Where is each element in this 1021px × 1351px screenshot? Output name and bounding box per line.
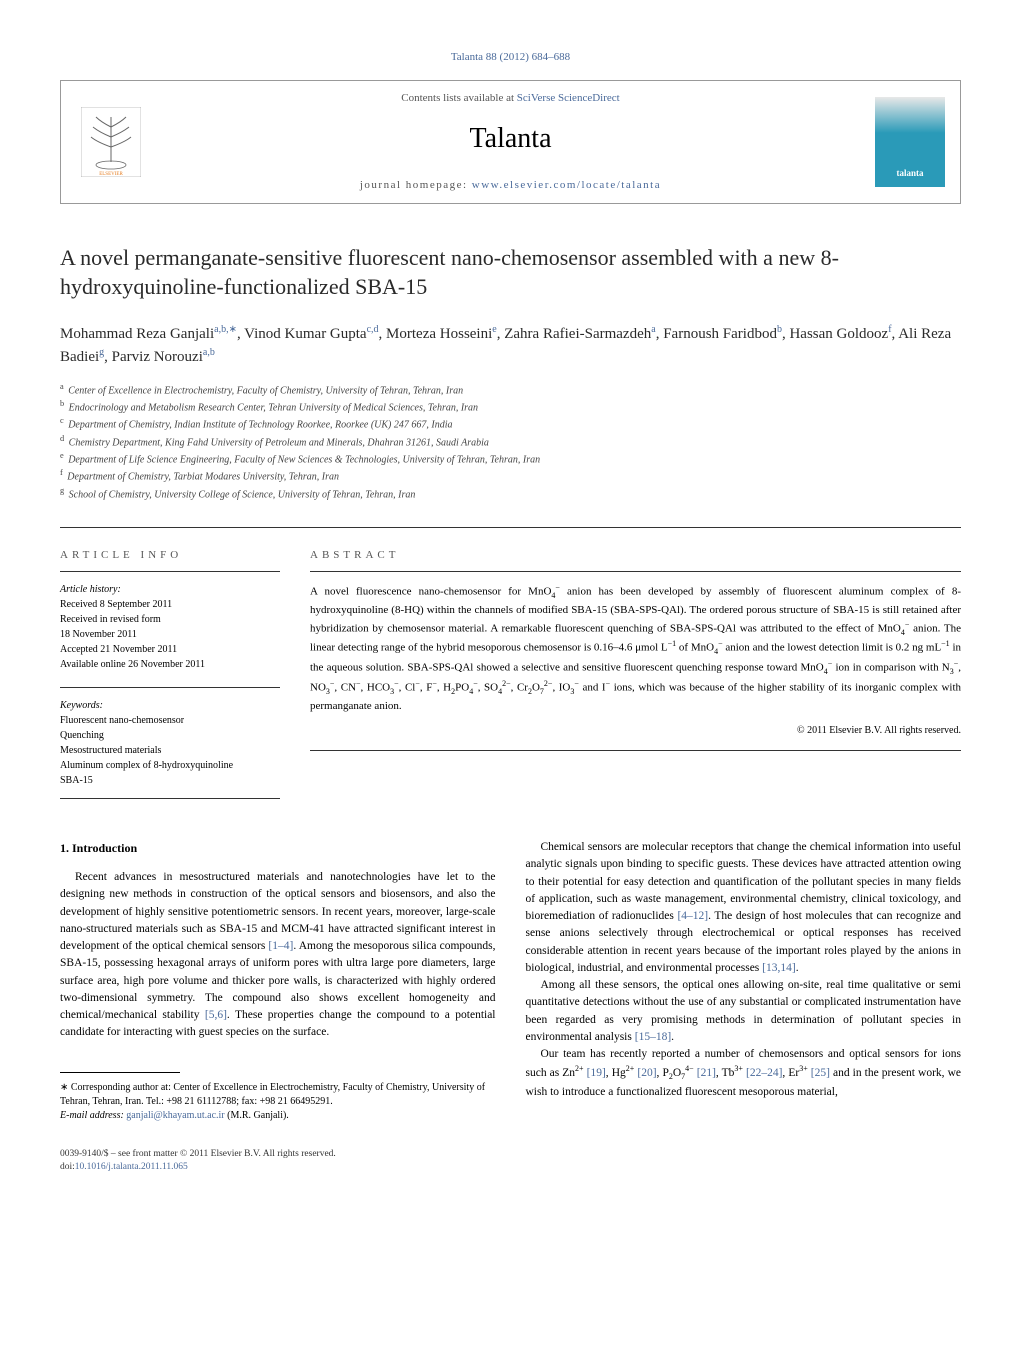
body-left-column: 1. Introduction Recent advances in mesos… — [60, 839, 496, 1174]
article-history-block: Article history: Received 8 September 20… — [60, 571, 280, 672]
affiliation-line: e Department of Life Science Engineering… — [60, 450, 961, 467]
body-paragraph: Recent advances in mesostructured materi… — [60, 869, 496, 1042]
keyword-line: Fluorescent nano-chemosensor — [60, 713, 280, 728]
corresponding-author-footnote: ∗ Corresponding author at: Center of Exc… — [60, 1081, 496, 1123]
journal-cover-thumbnail: talanta — [875, 97, 945, 187]
journal-name: Talanta — [146, 119, 875, 158]
doi-label: doi: — [60, 1162, 75, 1172]
body-paragraph: Our team has recently reported a number … — [526, 1046, 962, 1101]
homepage-line: journal homepage: www.elsevier.com/locat… — [146, 178, 875, 193]
authors-list: Mohammad Reza Ganjalia,b,∗, Vinod Kumar … — [60, 322, 961, 369]
contents-available-line: Contents lists available at SciVerse Sci… — [146, 91, 875, 106]
keywords-block: Keywords: Fluorescent nano-chemosensorQu… — [60, 687, 280, 799]
citation-line: Talanta 88 (2012) 684–688 — [60, 50, 961, 65]
history-label: Article history: — [60, 582, 280, 597]
keyword-line: Aluminum complex of 8-hydroxyquinoline — [60, 758, 280, 773]
body-columns: 1. Introduction Recent advances in mesos… — [60, 839, 961, 1174]
article-info-heading: article info — [60, 548, 280, 563]
cover-label: talanta — [897, 167, 924, 180]
affiliation-line: c Department of Chemistry, Indian Instit… — [60, 415, 961, 432]
doi-line: doi:10.1016/j.talanta.2011.11.065 — [60, 1161, 496, 1174]
history-line: Received in revised form — [60, 612, 280, 627]
keyword-line: Quenching — [60, 728, 280, 743]
header-center: Contents lists available at SciVerse Sci… — [146, 91, 875, 193]
history-line: Received 8 September 2011 — [60, 597, 280, 612]
affiliation-line: d Chemistry Department, King Fahd Univer… — [60, 433, 961, 450]
affiliation-line: g School of Chemistry, University Colleg… — [60, 485, 961, 502]
abstract-heading: abstract — [310, 548, 961, 563]
email-link[interactable]: ganjali@khayam.ut.ac.ir — [126, 1110, 224, 1121]
article-info-column: article info Article history: Received 8… — [60, 548, 280, 799]
history-line: 18 November 2011 — [60, 627, 280, 642]
footnote-divider — [60, 1072, 180, 1073]
history-line: Available online 26 November 2011 — [60, 657, 280, 672]
info-abstract-row: article info Article history: Received 8… — [60, 548, 961, 799]
section-divider — [60, 527, 961, 528]
doi-link[interactable]: 10.1016/j.talanta.2011.11.065 — [75, 1162, 188, 1172]
affiliations-list: a Center of Excellence in Electrochemist… — [60, 381, 961, 502]
affiliation-line: a Center of Excellence in Electrochemist… — [60, 381, 961, 398]
sciencedirect-link[interactable]: SciVerse ScienceDirect — [517, 92, 620, 104]
introduction-heading: 1. Introduction — [60, 839, 496, 857]
homepage-prefix: journal homepage: — [360, 179, 472, 191]
footer-meta: 0039-9140/$ – see front matter © 2011 El… — [60, 1148, 496, 1175]
corresponding-text: ∗ Corresponding author at: Center of Exc… — [60, 1081, 496, 1109]
abstract-column: abstract A novel fluorescence nano-chemo… — [310, 548, 961, 799]
history-line: Accepted 21 November 2011 — [60, 642, 280, 657]
body-right-column: Chemical sensors are molecular receptors… — [526, 839, 962, 1174]
elsevier-logo: ELSEVIER — [76, 102, 146, 182]
article-title: A novel permanganate-sensitive fluoresce… — [60, 244, 961, 301]
body-paragraph: Among all these sensors, the optical one… — [526, 977, 962, 1046]
abstract-bottom-rule — [310, 750, 961, 751]
keywords-label: Keywords: — [60, 698, 280, 713]
issn-line: 0039-9140/$ – see front matter © 2011 El… — [60, 1148, 496, 1161]
homepage-link[interactable]: www.elsevier.com/locate/talanta — [472, 179, 661, 191]
keyword-line: Mesostructured materials — [60, 743, 280, 758]
email-label: E-mail address: — [60, 1110, 126, 1121]
email-suffix: (M.R. Ganjali). — [225, 1110, 289, 1121]
body-paragraph: Chemical sensors are molecular receptors… — [526, 839, 962, 977]
email-line: E-mail address: ganjali@khayam.ut.ac.ir … — [60, 1109, 496, 1123]
abstract-text: A novel fluorescence nano-chemosensor fo… — [310, 571, 961, 714]
affiliation-line: f Department of Chemistry, Tarbiat Modar… — [60, 467, 961, 484]
affiliation-line: b Endocrinology and Metabolism Research … — [60, 398, 961, 415]
elsevier-tree-icon: ELSEVIER — [81, 107, 141, 177]
svg-text:ELSEVIER: ELSEVIER — [99, 172, 123, 177]
contents-prefix: Contents lists available at — [401, 92, 516, 104]
abstract-copyright: © 2011 Elsevier B.V. All rights reserved… — [310, 724, 961, 738]
journal-header: ELSEVIER Contents lists available at Sci… — [60, 80, 961, 204]
keyword-line: SBA-15 — [60, 773, 280, 788]
